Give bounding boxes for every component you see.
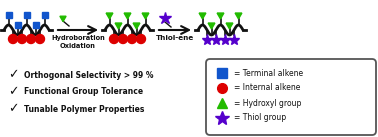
Circle shape [26,35,36,44]
Text: Functional Group Tolerance: Functional Group Tolerance [24,88,143,96]
Text: Thiol-ene: Thiol-ene [156,35,194,41]
Text: = Internal alkene: = Internal alkene [234,83,301,92]
Text: Hydroboration
Oxidation: Hydroboration Oxidation [51,35,105,48]
FancyBboxPatch shape [206,59,376,135]
Text: Tunable Polymer Properties: Tunable Polymer Properties [24,105,144,113]
Text: = Terminal alkene: = Terminal alkene [234,68,303,78]
Circle shape [127,35,136,44]
Circle shape [8,35,17,44]
Circle shape [110,35,118,44]
Text: Orthogonal Selectivity > 99 %: Orthogonal Selectivity > 99 % [24,71,153,79]
Text: = Hydroxyl group: = Hydroxyl group [234,99,301,108]
Bar [6,12,11,18]
Text: ✓: ✓ [8,68,19,82]
Circle shape [136,35,146,44]
Text: ✓: ✓ [8,85,19,99]
Text: ✓: ✓ [8,102,19,115]
Circle shape [17,35,26,44]
Text: = Thiol group: = Thiol group [234,113,286,122]
Bar [14,22,20,28]
Bar [42,12,48,18]
Bar [23,12,29,18]
Circle shape [36,35,45,44]
Bar [33,22,39,28]
Circle shape [118,35,127,44]
